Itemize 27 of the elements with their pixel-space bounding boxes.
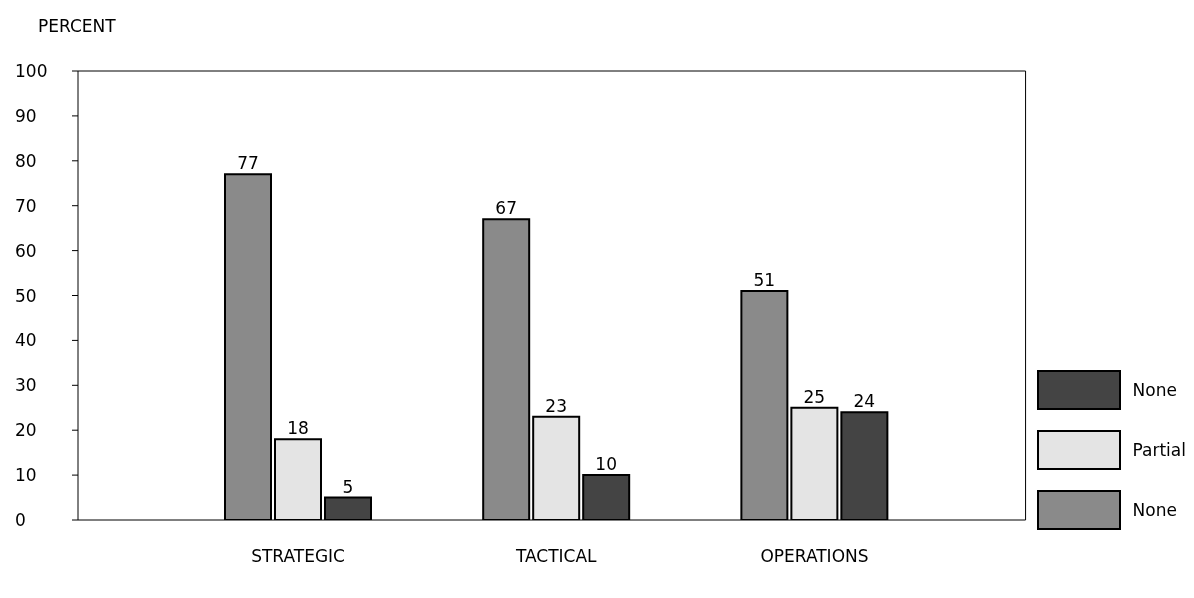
y-tick-label: 100 xyxy=(15,61,48,82)
data-label: 18 xyxy=(287,418,309,439)
data-label: 23 xyxy=(545,395,568,416)
data-label: 5 xyxy=(342,476,354,497)
data-label: 67 xyxy=(495,198,518,219)
y-tick-label: 70 xyxy=(15,195,37,216)
y-axis-title: PERCENT xyxy=(38,16,116,36)
y-tick-label: 0 xyxy=(15,510,26,531)
x-tick-label: TACTICAL xyxy=(514,546,598,567)
y-tick-label: 60 xyxy=(15,240,37,261)
data-label: 77 xyxy=(237,153,259,174)
data-label: 51 xyxy=(753,270,776,291)
legend-label: None xyxy=(1132,500,1177,520)
y-tick-label: 50 xyxy=(15,285,37,306)
y-tick-label: 90 xyxy=(15,105,37,126)
y-tick-label: 40 xyxy=(15,330,37,351)
x-tick-label: STRATEGIC xyxy=(251,546,345,567)
y-tick-label: 30 xyxy=(15,375,37,396)
x-tick-label: OPERATIONS xyxy=(760,546,869,567)
legend-label: Partial xyxy=(1132,440,1186,460)
y-tick-label: 20 xyxy=(15,420,37,441)
data-label: 10 xyxy=(595,454,618,475)
data-label: 24 xyxy=(853,391,876,412)
legend-label: None xyxy=(1132,380,1177,400)
data-label: 25 xyxy=(803,386,826,407)
y-tick-label: 80 xyxy=(15,150,37,171)
y-tick-label: 10 xyxy=(15,465,37,486)
